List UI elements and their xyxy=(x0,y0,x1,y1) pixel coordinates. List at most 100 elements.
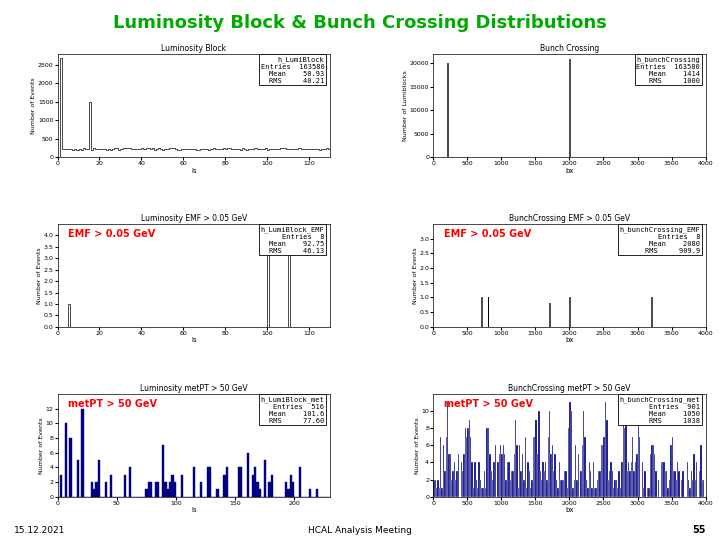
Title: Luminosity metPT > 50 GeV: Luminosity metPT > 50 GeV xyxy=(140,384,248,393)
Bar xyxy=(454,462,455,497)
Bar xyxy=(174,482,176,497)
Bar xyxy=(605,402,606,497)
Bar xyxy=(580,471,582,497)
Bar xyxy=(693,454,695,497)
Bar xyxy=(663,462,665,497)
Bar xyxy=(672,437,673,497)
Bar xyxy=(590,471,591,497)
Bar xyxy=(499,454,500,497)
Bar xyxy=(446,437,447,497)
Bar xyxy=(450,454,451,497)
Bar xyxy=(612,471,613,497)
Bar xyxy=(544,471,545,497)
Bar xyxy=(463,454,464,497)
Bar xyxy=(76,460,79,497)
Bar xyxy=(600,446,602,497)
Bar xyxy=(225,468,228,497)
Bar xyxy=(264,460,266,497)
Bar xyxy=(636,454,637,497)
Bar xyxy=(480,480,481,497)
Bar xyxy=(65,423,67,497)
Bar xyxy=(643,488,644,497)
Bar xyxy=(309,489,311,497)
Bar xyxy=(148,482,150,497)
Bar xyxy=(651,446,652,497)
Bar xyxy=(98,460,100,497)
Bar xyxy=(81,409,84,497)
Bar xyxy=(96,482,98,497)
Bar xyxy=(595,488,597,497)
Bar xyxy=(571,411,572,497)
Bar xyxy=(518,488,519,497)
Bar xyxy=(565,471,567,497)
Bar xyxy=(623,402,624,497)
Text: metPT > 50 GeV: metPT > 50 GeV xyxy=(444,399,534,409)
Bar xyxy=(199,482,202,497)
X-axis label: bx: bx xyxy=(565,167,574,173)
Text: h_LumiBlock
Entries  163580
Mean    50.93
RMS     40.21: h_LumiBlock Entries 163580 Mean 50.93 RM… xyxy=(261,56,325,84)
Bar xyxy=(451,480,452,497)
Bar xyxy=(269,482,271,497)
Bar xyxy=(511,471,513,497)
Text: h_bunchCrossing_met
Entries  901
Mean    1050
RMS     1038: h_bunchCrossing_met Entries 901 Mean 105… xyxy=(619,396,700,423)
Bar xyxy=(292,482,294,497)
Bar xyxy=(649,454,651,497)
Bar xyxy=(687,462,688,497)
Bar xyxy=(583,411,585,497)
Bar xyxy=(588,462,590,497)
Bar xyxy=(613,488,614,497)
Bar xyxy=(552,446,553,497)
Bar xyxy=(559,462,560,497)
Bar xyxy=(602,446,603,497)
Bar xyxy=(449,454,450,497)
Y-axis label: Number of Events: Number of Events xyxy=(413,247,418,303)
Bar xyxy=(475,480,477,497)
Bar xyxy=(550,454,552,497)
Text: h_LumiBlock_met
Entries  516
Mean    101.6
RMS     77.60: h_LumiBlock_met Entries 516 Mean 101.6 R… xyxy=(261,396,325,423)
Bar xyxy=(473,488,474,497)
Title: BunchCrossing metPT > 50 GeV: BunchCrossing metPT > 50 GeV xyxy=(508,384,631,393)
Bar xyxy=(568,428,570,497)
Bar xyxy=(545,462,546,497)
Bar xyxy=(466,437,467,497)
Text: 55: 55 xyxy=(692,524,706,535)
Bar xyxy=(616,480,617,497)
Bar xyxy=(662,462,663,497)
Text: h_bunchCrossing
Entries  163580
Mean    1414
RMS     1000: h_bunchCrossing Entries 163580 Mean 1414… xyxy=(636,56,700,84)
Bar xyxy=(621,462,623,497)
Bar xyxy=(675,480,677,497)
Bar xyxy=(271,475,273,497)
Bar xyxy=(620,488,621,497)
Bar xyxy=(701,480,703,497)
Bar xyxy=(145,489,148,497)
Bar xyxy=(259,489,261,497)
Bar xyxy=(575,446,576,497)
Bar xyxy=(164,482,166,497)
Bar xyxy=(548,437,549,497)
Bar xyxy=(572,488,574,497)
Bar xyxy=(487,428,489,497)
X-axis label: ls: ls xyxy=(191,508,197,514)
Bar xyxy=(541,480,542,497)
Bar xyxy=(505,480,507,497)
Bar xyxy=(608,480,609,497)
Bar xyxy=(594,488,595,497)
Bar xyxy=(438,488,440,497)
Bar xyxy=(567,488,568,497)
Bar xyxy=(632,437,634,497)
Bar xyxy=(582,446,583,497)
Bar xyxy=(678,471,680,497)
Bar xyxy=(637,402,639,497)
Bar xyxy=(504,454,505,497)
Bar xyxy=(593,462,594,497)
Y-axis label: Number of Events: Number of Events xyxy=(37,247,42,303)
Bar xyxy=(591,488,593,497)
Bar xyxy=(254,468,256,497)
Text: Luminosity Block & Bunch Crossing Distributions: Luminosity Block & Bunch Crossing Distri… xyxy=(113,14,607,31)
Bar xyxy=(652,446,654,497)
Bar xyxy=(642,462,643,497)
Bar xyxy=(635,462,636,497)
Bar xyxy=(577,454,579,497)
Title: Luminosity EMF > 0.05 GeV: Luminosity EMF > 0.05 GeV xyxy=(140,214,247,223)
Bar xyxy=(490,471,492,497)
